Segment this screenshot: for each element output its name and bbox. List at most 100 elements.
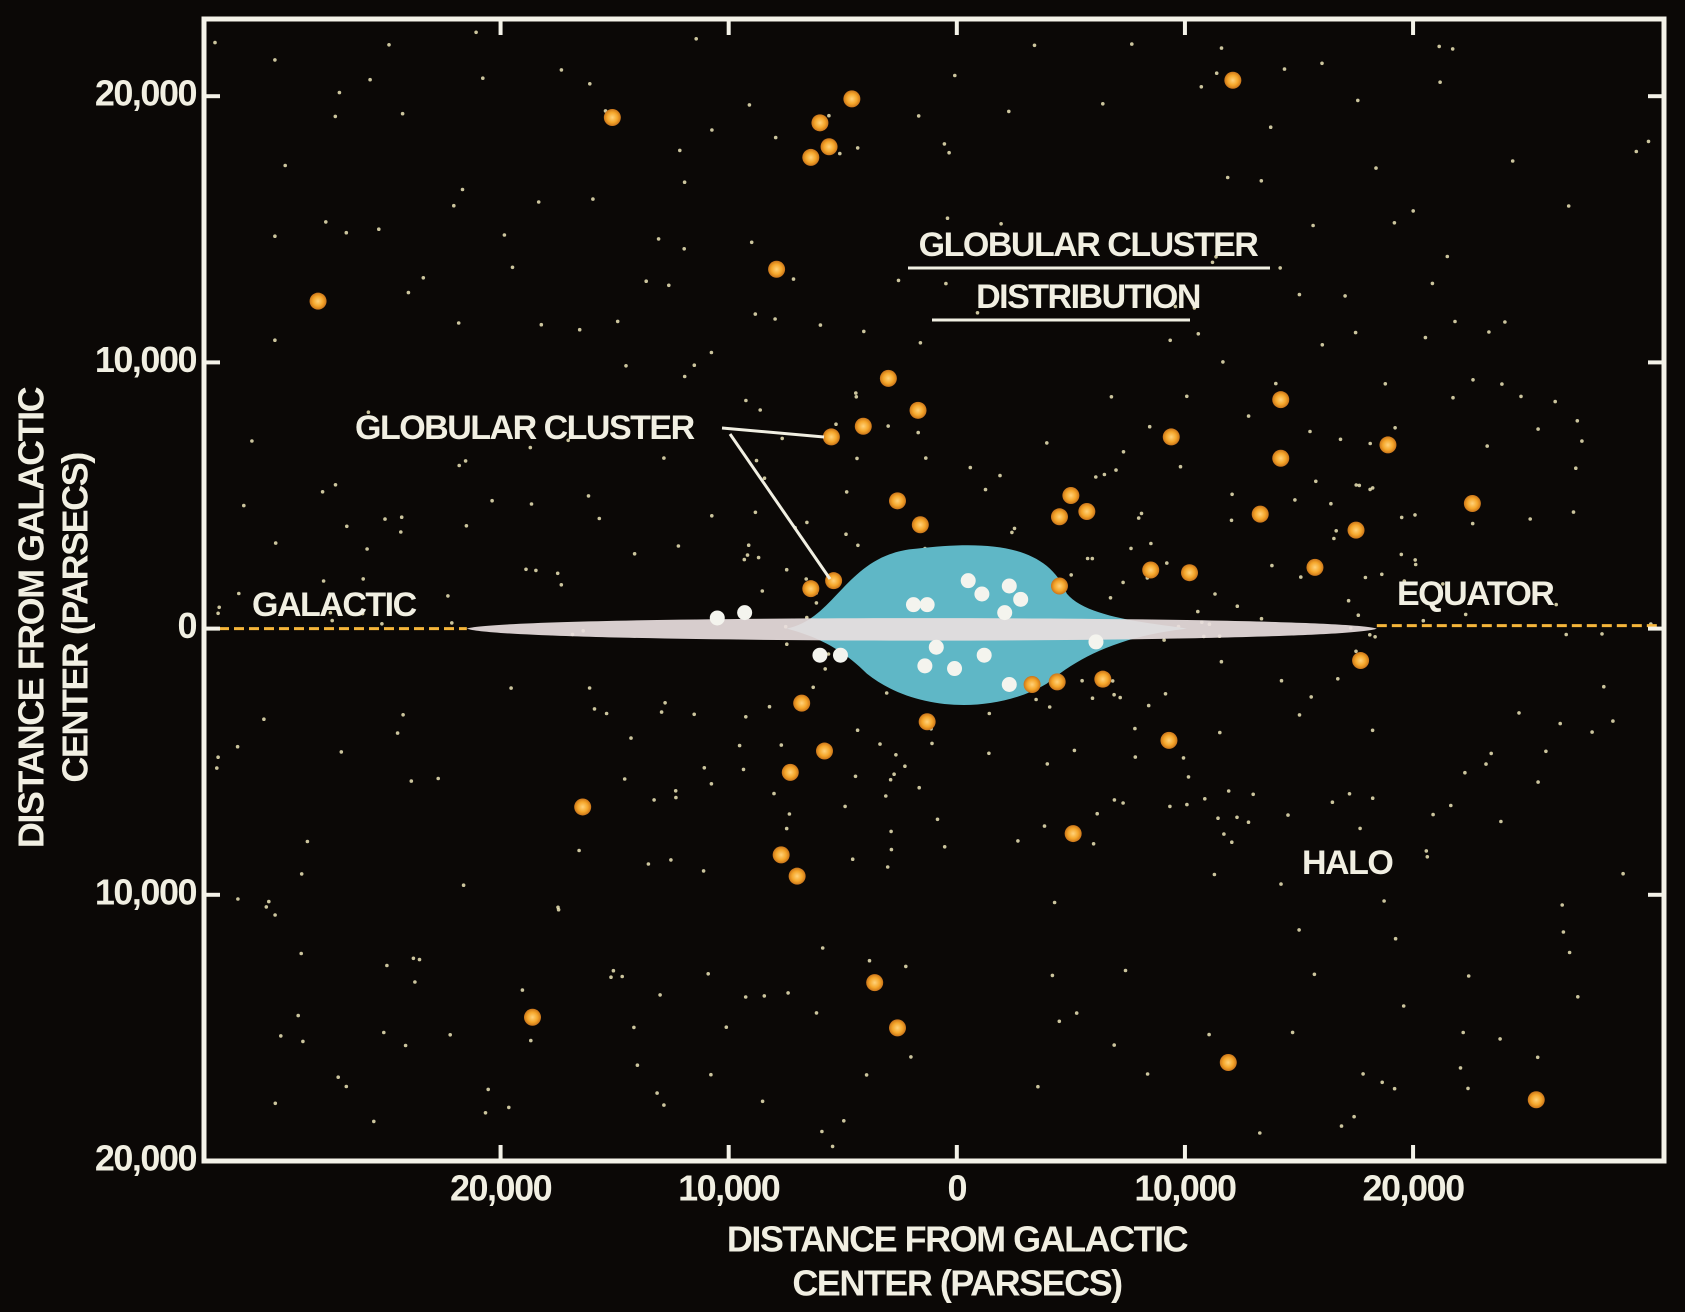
halo-star	[762, 994, 767, 998]
halo-star	[1421, 618, 1426, 623]
halo-star	[741, 767, 746, 772]
halo-star	[1258, 1131, 1262, 1135]
halo-star	[834, 422, 838, 427]
halo-star	[904, 964, 908, 969]
halo-star	[918, 341, 923, 345]
halo-star	[692, 363, 697, 368]
halo-star	[724, 1025, 729, 1029]
halo-star	[1312, 972, 1317, 977]
halo-star	[1466, 974, 1471, 978]
halo-star	[1214, 71, 1219, 75]
halo-star	[1173, 304, 1178, 309]
halo-star	[1010, 530, 1014, 535]
halo-star	[406, 290, 411, 295]
halo-star	[706, 972, 710, 976]
halo-star	[536, 200, 541, 204]
halo-star	[1423, 335, 1428, 340]
halo-star	[1297, 928, 1301, 932]
halo-star	[692, 712, 696, 717]
halo-star	[1383, 382, 1388, 386]
halo-star	[1370, 796, 1375, 800]
halo-star	[1192, 306, 1197, 310]
globular-cluster	[879, 369, 897, 387]
halo-star	[1519, 394, 1523, 399]
globular-cluster	[524, 1008, 541, 1026]
halo-star	[1112, 1043, 1116, 1047]
halo-star	[1368, 633, 1372, 637]
globular-cluster	[1001, 578, 1017, 594]
halo-star	[1168, 338, 1172, 343]
halo-star	[264, 905, 269, 909]
halo-star	[844, 532, 848, 536]
halo-star	[886, 424, 890, 428]
globular-cluster	[919, 597, 935, 613]
halo-star	[1487, 330, 1491, 334]
halo-star	[754, 458, 759, 463]
halo-star	[615, 319, 620, 324]
globular-cluster	[905, 597, 921, 613]
halo-star	[1230, 840, 1234, 844]
halo-star	[1466, 1086, 1470, 1091]
halo-star	[854, 395, 859, 399]
halo-star	[1453, 319, 1457, 324]
halo-star	[1213, 592, 1217, 596]
halo-star	[1561, 930, 1566, 934]
halo-star	[1091, 842, 1096, 846]
halo-star	[299, 951, 304, 956]
halo-star	[215, 766, 219, 770]
halo-star	[448, 1033, 453, 1037]
globular-cluster	[1352, 652, 1370, 670]
halo-star	[944, 281, 948, 286]
halo-star	[1437, 44, 1441, 49]
halo-star	[644, 279, 648, 284]
halo-star	[1485, 444, 1489, 448]
halo-star	[411, 956, 416, 961]
halo-star	[682, 374, 687, 379]
halo-star	[1162, 638, 1166, 642]
halo-star	[753, 312, 758, 316]
halo-star	[1057, 1019, 1062, 1024]
halo-star	[339, 750, 344, 754]
halo-star	[1047, 705, 1052, 709]
halo-star	[1074, 1011, 1079, 1015]
halo-star	[1347, 792, 1352, 796]
halo-star	[1129, 546, 1133, 551]
halo-star	[235, 744, 240, 749]
halo-star	[916, 430, 920, 435]
halo-star	[1139, 511, 1144, 516]
halo-star	[1356, 613, 1361, 617]
halo-star	[1353, 330, 1358, 335]
halo-star	[1165, 561, 1169, 565]
halo-star	[1069, 573, 1073, 577]
halo-star	[395, 731, 400, 735]
halo-star	[1163, 692, 1168, 696]
halo-star	[842, 1119, 846, 1123]
globular-cluster	[843, 90, 861, 108]
halo-star	[1484, 762, 1488, 766]
halo-star	[577, 327, 582, 332]
globular-cluster	[1094, 670, 1112, 688]
globular-cluster	[889, 492, 906, 510]
halo-star	[592, 707, 597, 711]
halo-star	[1114, 468, 1118, 472]
halo-star	[744, 398, 748, 403]
halo-star	[1133, 755, 1138, 759]
halo-star	[1219, 46, 1224, 50]
halo-star	[1558, 721, 1562, 726]
halo-star	[760, 1099, 765, 1104]
halo-star	[945, 216, 950, 220]
halo-star	[1361, 1072, 1365, 1076]
title-line: DISTRIBUTION	[976, 278, 1200, 316]
plot-frame	[201, 16, 1667, 1164]
halo-star	[213, 40, 217, 45]
annotation: EQUATOR	[1397, 575, 1554, 613]
halo-star	[1108, 596, 1113, 600]
halo-star	[701, 869, 706, 873]
halo-star	[1576, 995, 1580, 999]
halo-star	[597, 516, 602, 521]
halo-star	[662, 1103, 666, 1107]
halo-star	[756, 555, 761, 560]
halo-star	[1112, 692, 1116, 697]
halo-star	[1575, 419, 1580, 423]
halo-star	[745, 553, 750, 557]
